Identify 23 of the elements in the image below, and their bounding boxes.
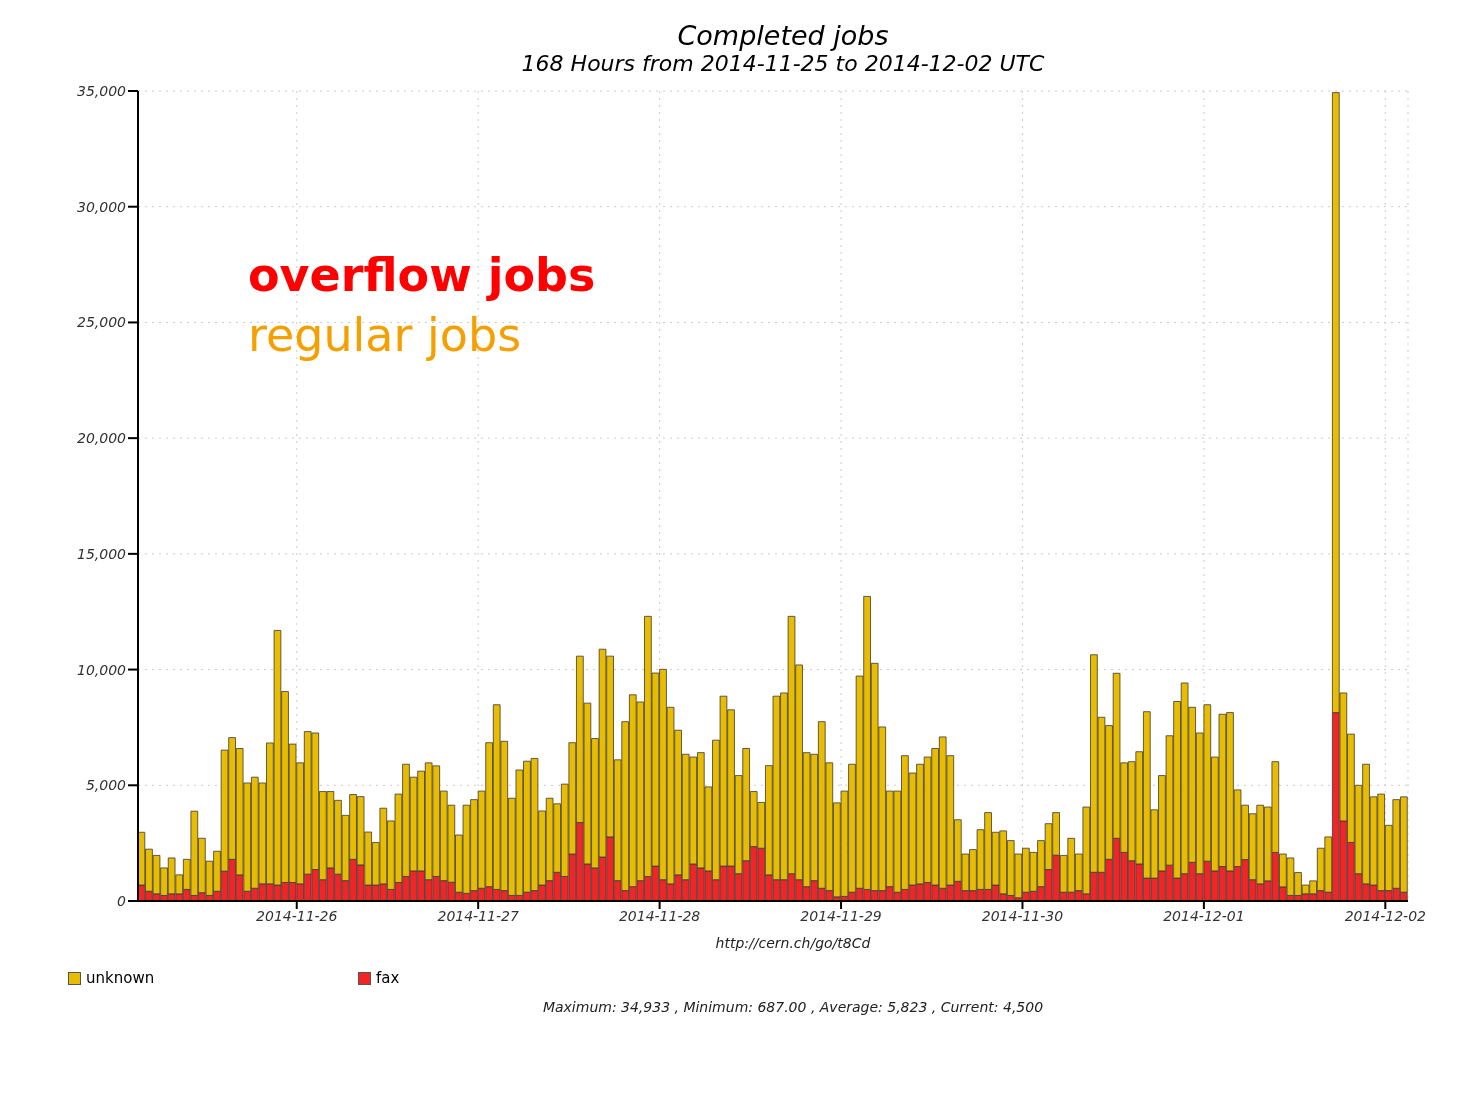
x-tick-label: 2014-12-01 [1163,907,1245,924]
x-tick-label: 2014-11-26 [256,907,338,924]
x-tick-label: 2014-11-30 [981,907,1064,924]
text: Maximum: 34,933 , Minimum: 687.00 , Average: 5,823 , Current: 4,500 [541,999,1045,1015]
y-tick-label: 15,000 [77,545,127,562]
chart-subtitle: 168 Hours from 2014-11-25 to 2014-12-02 UTC [520,51,1046,76]
y-tick-label: 25,000 [77,314,127,331]
y-tick-label: 35,000 [77,82,127,99]
y-tick-label: 30,000 [77,198,127,215]
x-tick-label: 2014-11-28 [618,907,701,924]
annotation: overflow jobs [248,248,596,302]
y-tick-label: 5,000 [85,777,127,794]
y-tick-label: 0 [117,892,127,909]
legend-label: unknown [86,969,155,987]
text: http://cern.ch/go/t8Cd [714,935,872,951]
legend-label: fax [376,969,400,987]
chart-title: Completed jobs [676,19,890,51]
y-tick-label: 10,000 [77,661,127,678]
x-tick-label: 2014-12-02 [1344,907,1427,924]
annotation: regular jobs [248,308,522,362]
x-tick-label: 2014-11-27 [437,907,519,924]
x-tick-label: 2014-11-29 [800,907,882,924]
y-tick-label: 20,000 [77,430,127,447]
